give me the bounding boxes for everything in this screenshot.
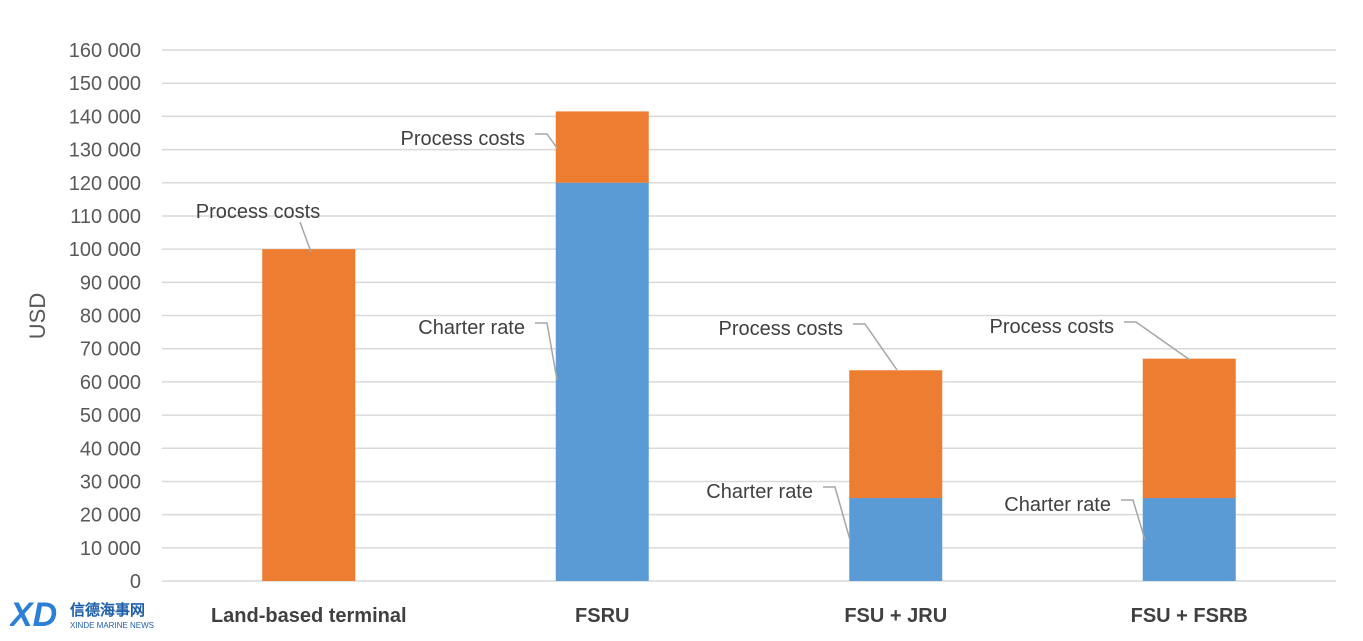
logo-english-text: XINDE MARINE NEWS — [70, 621, 154, 630]
y-axis-tick-labels: 0 10 000 20 000 30 000 40 000 50 000 60 000 70 … — [69, 40, 141, 593]
y-tick-label: 0 — [130, 571, 141, 593]
y-axis-title: USD — [25, 293, 50, 339]
annotations: Process costs Process costs Charter rate Pr… — [196, 128, 1191, 541]
x-axis-category-labels: Land-based terminal FSRU FSU + JRU FSU + FS… — [211, 605, 1248, 627]
y-tick-label: 150 000 — [69, 73, 141, 95]
y-tick-label: 140 000 — [69, 106, 141, 128]
bar-segment-process — [849, 370, 943, 499]
annotation-label-process: Process costs — [719, 318, 843, 340]
annotation-leader-line — [535, 133, 558, 149]
y-tick-label: 50 000 — [80, 405, 141, 427]
x-category-label: FSU + JRU — [844, 605, 947, 627]
annotation-leader-line — [1121, 499, 1146, 541]
annotation-label-process: Process costs — [401, 128, 525, 150]
bar-segment-charter — [849, 498, 943, 581]
annotation-label-process: Process costs — [196, 201, 320, 223]
bars — [262, 111, 1236, 581]
y-tick-label: 160 000 — [69, 40, 141, 62]
y-tick-label: 40 000 — [80, 438, 141, 460]
annotation-leader-line — [1124, 321, 1191, 361]
y-tick-label: 60 000 — [80, 372, 141, 394]
bar-segment-charter — [555, 182, 649, 581]
x-category-label: Land-based terminal — [211, 605, 407, 627]
x-category-label: FSRU — [575, 605, 629, 627]
annotation-leader-line — [823, 486, 851, 541]
y-tick-label: 80 000 — [80, 306, 141, 328]
logo-mark: XD — [10, 598, 57, 634]
gridlines — [162, 49, 1336, 582]
y-tick-label: 120 000 — [69, 173, 141, 195]
xinde-marine-news-logo: XD 信德海事网 XINDE MARINE NEWS — [10, 598, 154, 634]
bar-segment-process — [1142, 358, 1236, 499]
y-tick-label: 100 000 — [69, 239, 141, 261]
bar-segment-charter — [1142, 498, 1236, 581]
annotation-leader-line — [535, 322, 558, 381]
y-tick-label: 20 000 — [80, 505, 141, 527]
bar-segment-process — [555, 111, 649, 183]
annotation-label-charter: Charter rate — [706, 481, 813, 503]
y-tick-label: 10 000 — [80, 538, 141, 560]
y-tick-label: 30 000 — [80, 471, 141, 493]
y-tick-label: 110 000 — [70, 206, 141, 228]
annotation-leader-line — [299, 221, 312, 253]
annotation-label-process: Process costs — [990, 316, 1114, 338]
y-tick-label: 130 000 — [69, 140, 141, 162]
annotation-label-charter: Charter rate — [1004, 494, 1111, 516]
annotation-label-charter: Charter rate — [418, 317, 525, 339]
annotation-leader-line — [853, 323, 898, 371]
logo-chinese-text: 信德海事网 — [70, 601, 145, 619]
x-category-label: FSU + FSRB — [1131, 605, 1248, 627]
y-tick-label: 70 000 — [80, 339, 141, 361]
bar-segment-process — [262, 249, 356, 581]
y-tick-label: 90 000 — [80, 272, 141, 294]
